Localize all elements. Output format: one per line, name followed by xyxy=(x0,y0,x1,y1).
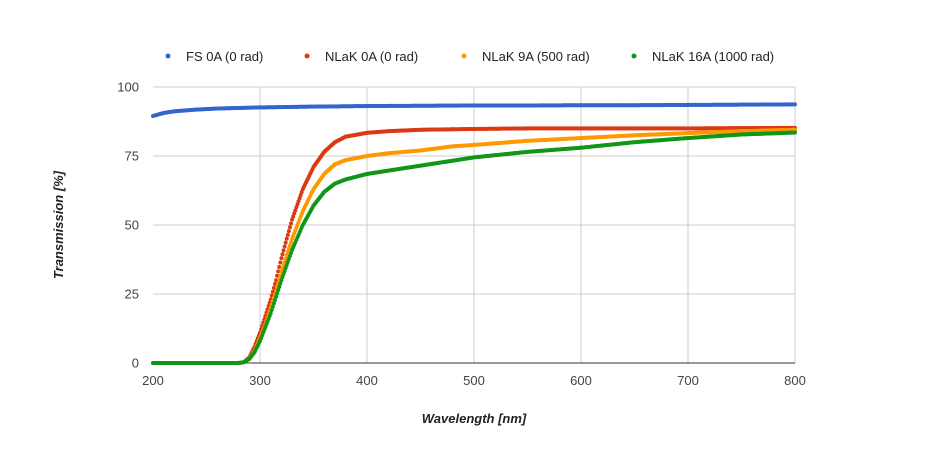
data-point xyxy=(275,273,280,278)
data-point xyxy=(286,246,291,251)
legend-marker xyxy=(631,53,637,59)
data-point xyxy=(284,253,289,258)
data-point xyxy=(285,259,290,264)
legend-label: FS 0A (0 rad) xyxy=(186,49,263,64)
x-tick-label: 600 xyxy=(570,373,592,388)
legend-label: NLaK 0A (0 rad) xyxy=(325,49,418,64)
data-point xyxy=(278,260,283,265)
data-point xyxy=(272,298,277,303)
legend-item[interactable]: FS 0A (0 rad) xyxy=(165,49,264,64)
data-point xyxy=(297,196,302,201)
x-axis-title: Wavelength [nm] xyxy=(422,411,527,426)
x-tick-label: 800 xyxy=(784,373,806,388)
data-point xyxy=(284,263,289,268)
data-point xyxy=(272,282,277,287)
x-tick-label: 500 xyxy=(463,373,485,388)
data-point xyxy=(270,304,275,309)
y-tick-label: 75 xyxy=(125,149,139,164)
data-point xyxy=(283,266,288,271)
y-tick-label: 50 xyxy=(125,218,139,233)
legend-item[interactable]: NLaK 9A (500 rad) xyxy=(461,49,590,64)
x-tick-label: 700 xyxy=(677,373,699,388)
data-point xyxy=(287,243,292,248)
legend-marker xyxy=(304,53,310,59)
data-point xyxy=(271,285,276,290)
data-point xyxy=(276,288,281,293)
data-point xyxy=(274,278,279,283)
data-point xyxy=(295,202,300,207)
data-point xyxy=(289,250,294,255)
x-tick-label: 400 xyxy=(356,373,378,388)
data-point xyxy=(793,102,797,107)
legend-label: NLaK 9A (500 rad) xyxy=(482,49,590,64)
data-point xyxy=(289,221,294,226)
legend[interactable]: FS 0A (0 rad) NLaK 0A (0 rad) NLaK 9A (500… xyxy=(165,49,775,64)
data-point xyxy=(282,244,287,249)
data-point xyxy=(286,229,291,234)
series-4 xyxy=(151,130,797,365)
data-point xyxy=(278,281,283,286)
data-point xyxy=(296,199,301,204)
y-tick-label: 0 xyxy=(132,356,139,371)
data-point xyxy=(281,248,286,253)
data-point xyxy=(284,236,289,241)
y-axis-title: Transmission [%] xyxy=(51,170,66,279)
data-point xyxy=(289,240,294,245)
data-point xyxy=(281,263,286,268)
y-tick-label: 100 xyxy=(117,80,139,95)
data-point xyxy=(281,272,286,277)
data-point xyxy=(268,311,273,316)
x-tick-label: 200 xyxy=(142,373,164,388)
data-point xyxy=(271,301,276,306)
data-point xyxy=(277,284,282,289)
data-point xyxy=(283,240,288,245)
data-point xyxy=(298,193,303,198)
data-point xyxy=(282,269,287,274)
data-point xyxy=(285,250,290,255)
data-point xyxy=(793,130,797,135)
data-point xyxy=(269,308,274,313)
legend-item[interactable]: NLaK 0A (0 rad) xyxy=(304,49,419,64)
data-point xyxy=(283,256,288,261)
data-point xyxy=(287,225,292,230)
data-point xyxy=(287,253,292,258)
data-point xyxy=(291,214,296,219)
data-point xyxy=(290,217,295,222)
data-point xyxy=(274,294,279,299)
data-point xyxy=(277,264,282,269)
x-tick-label: 300 xyxy=(249,373,271,388)
legend-label: NLaK 16A (1000 rad) xyxy=(652,49,774,64)
data-point xyxy=(294,205,299,210)
data-point xyxy=(282,259,287,264)
data-point xyxy=(280,252,285,257)
series-1 xyxy=(151,102,797,118)
data-point xyxy=(299,190,304,195)
data-point xyxy=(280,275,285,280)
data-series xyxy=(151,102,797,365)
data-point xyxy=(286,256,291,261)
data-point xyxy=(279,256,284,261)
y-tick-label: 25 xyxy=(125,287,139,302)
legend-marker xyxy=(165,53,171,59)
data-point xyxy=(279,278,284,283)
data-point xyxy=(276,269,281,274)
data-point xyxy=(293,208,298,213)
legend-marker xyxy=(461,53,467,59)
data-point xyxy=(270,289,275,294)
data-point xyxy=(292,211,297,216)
tick-labels: 0 25 50 75 100 200 300 400 500 600 700 800 xyxy=(117,80,806,389)
data-point xyxy=(285,232,290,237)
data-point xyxy=(275,291,280,296)
legend-item[interactable]: NLaK 16A (1000 rad) xyxy=(631,49,775,64)
